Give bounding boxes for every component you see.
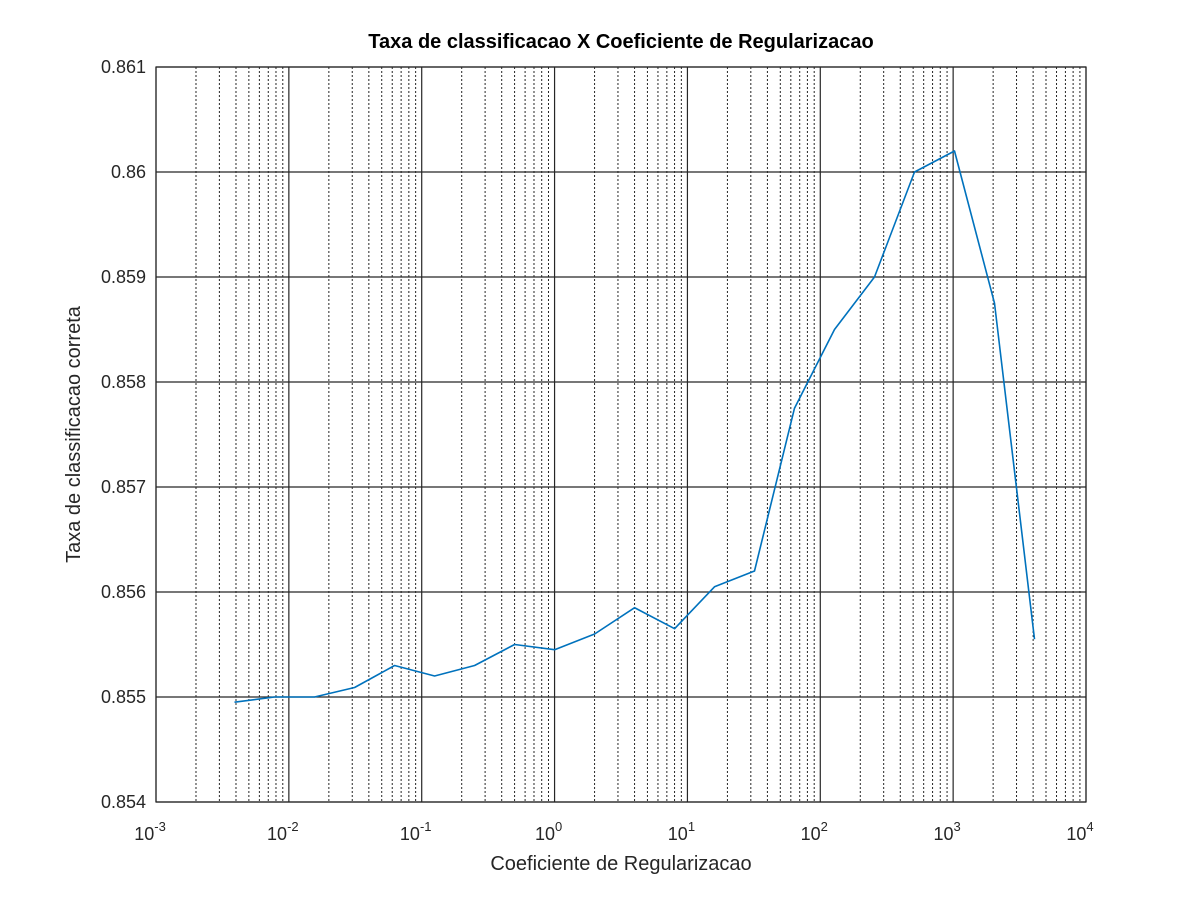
- grid-layer: [155, 66, 1087, 803]
- x-tick-exponent: -3: [154, 819, 166, 834]
- y-tick-label: 0.861: [101, 57, 146, 77]
- y-tick-label: 0.859: [101, 267, 146, 287]
- x-tick-base: 10: [1066, 824, 1086, 844]
- axes-box: [155, 66, 1087, 803]
- x-tick-label: 10-2: [267, 819, 299, 844]
- x-tick-base: 10: [801, 824, 821, 844]
- x-tick-base: 10: [134, 824, 154, 844]
- x-tick-label: 102: [801, 819, 828, 844]
- y-tick-label: 0.854: [101, 792, 146, 812]
- series-layer: [234, 150, 1036, 703]
- x-tick-exponent: 0: [555, 819, 562, 834]
- y-tick-label: 0.857: [101, 477, 146, 497]
- y-tick-label: 0.858: [101, 372, 146, 392]
- x-tick-exponent: -1: [420, 819, 432, 834]
- y-tick-label: 0.856: [101, 582, 146, 602]
- x-tick-base: 10: [267, 824, 287, 844]
- x-tick-label: 101: [668, 819, 695, 844]
- x-tick-label: 10-1: [400, 819, 432, 844]
- x-tick-base: 10: [934, 824, 954, 844]
- x-tick-exponent: 2: [821, 819, 828, 834]
- tick-labels: 10-3 10-2 10-1 100 101 102 103 1040.8540.8550.8…: [101, 57, 1094, 844]
- x-tick-exponent: 3: [954, 819, 961, 834]
- x-tick-base: 10: [668, 824, 688, 844]
- x-tick-exponent: 4: [1086, 819, 1093, 834]
- x-tick-base: 10: [400, 824, 420, 844]
- x-axis-label: Coeficiente de Regularizacao: [490, 853, 751, 875]
- y-tick-label: 0.855: [101, 687, 146, 707]
- x-tick-exponent: -2: [287, 819, 299, 834]
- x-tick-base: 10: [535, 824, 555, 844]
- x-tick-label: 103: [934, 819, 961, 844]
- x-tick-label: 100: [535, 819, 562, 844]
- x-tick-label: 10-3: [134, 819, 166, 844]
- chart-title: Taxa de classificacao X Coeficiente de R…: [368, 31, 873, 53]
- x-tick-label: 104: [1066, 819, 1093, 844]
- y-tick-label: 0.86: [111, 162, 146, 182]
- series-line: [234, 150, 1036, 703]
- y-axis-label: Taxa de classificacao correta: [63, 305, 85, 563]
- x-tick-exponent: 1: [688, 819, 695, 834]
